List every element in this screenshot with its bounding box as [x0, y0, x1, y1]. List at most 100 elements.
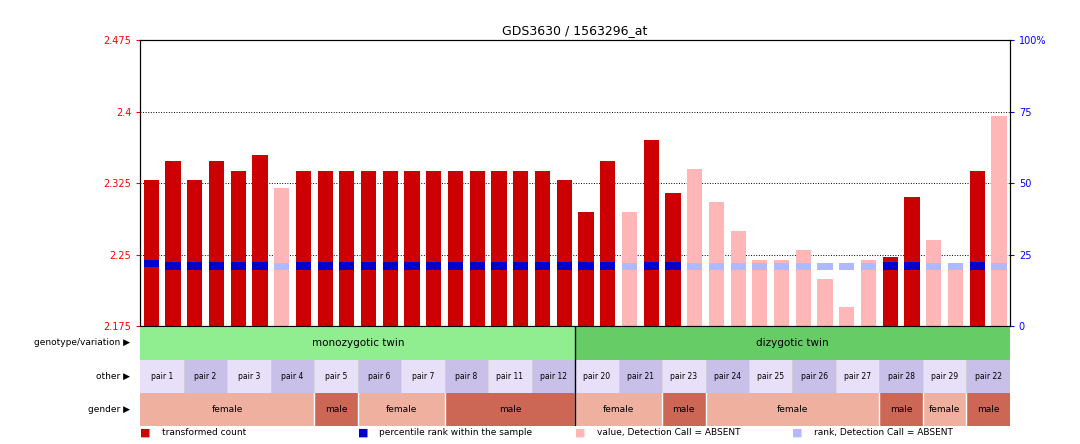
- Bar: [576, 326, 1010, 360]
- Text: rank, Detection Call = ABSENT: rank, Detection Call = ABSENT: [814, 428, 953, 437]
- Text: pair 8: pair 8: [456, 372, 477, 381]
- Bar: [470, 171, 485, 326]
- Bar: [531, 360, 576, 393]
- Bar: [836, 360, 879, 393]
- Bar: [187, 262, 202, 270]
- Bar: [382, 171, 397, 326]
- Text: pair 6: pair 6: [368, 372, 391, 381]
- Bar: [140, 326, 576, 360]
- Bar: [144, 180, 159, 326]
- Bar: [253, 262, 268, 270]
- Bar: [839, 307, 854, 326]
- Text: pair 26: pair 26: [800, 372, 827, 381]
- Bar: [339, 171, 354, 326]
- Bar: [361, 262, 376, 270]
- Text: transformed count: transformed count: [162, 428, 246, 437]
- Bar: [600, 262, 616, 270]
- Bar: [708, 202, 724, 326]
- Bar: [231, 262, 246, 270]
- Bar: [491, 262, 507, 270]
- Bar: [253, 155, 268, 326]
- Bar: [165, 161, 180, 326]
- Bar: [253, 263, 268, 270]
- Text: female: female: [603, 405, 634, 414]
- Text: percentile rank within the sample: percentile rank within the sample: [379, 428, 532, 437]
- Bar: [750, 360, 793, 393]
- Bar: [535, 171, 550, 326]
- Bar: [296, 262, 311, 270]
- Bar: [687, 169, 702, 326]
- Bar: [448, 262, 463, 270]
- Bar: [927, 263, 942, 270]
- Bar: [861, 259, 876, 326]
- Bar: [665, 193, 680, 326]
- Text: male: male: [673, 405, 696, 414]
- Bar: [184, 360, 228, 393]
- Bar: [144, 260, 159, 267]
- Bar: [140, 360, 184, 393]
- Text: ■: ■: [140, 427, 151, 437]
- Text: value, Detection Call = ABSENT: value, Detection Call = ABSENT: [597, 428, 740, 437]
- Text: male: male: [325, 405, 348, 414]
- Bar: [882, 257, 897, 326]
- Bar: [231, 171, 246, 326]
- Bar: [904, 198, 919, 326]
- Bar: [927, 240, 942, 326]
- Text: pair 28: pair 28: [888, 372, 915, 381]
- Title: GDS3630 / 1563296_at: GDS3630 / 1563296_at: [502, 24, 648, 37]
- Text: pair 4: pair 4: [282, 372, 303, 381]
- Bar: [228, 360, 271, 393]
- Bar: [879, 360, 923, 393]
- Bar: [730, 263, 745, 270]
- Bar: [861, 263, 876, 270]
- Bar: [904, 262, 919, 270]
- Text: pair 22: pair 22: [974, 372, 1001, 381]
- Bar: [644, 262, 659, 270]
- Bar: [357, 393, 445, 426]
- Text: ■: ■: [357, 427, 368, 437]
- Text: pair 20: pair 20: [583, 372, 610, 381]
- Bar: [405, 171, 420, 326]
- Bar: [796, 250, 811, 326]
- Bar: [622, 212, 637, 326]
- Bar: [687, 263, 702, 270]
- Text: pair 7: pair 7: [411, 372, 434, 381]
- Bar: [705, 360, 750, 393]
- Text: ■: ■: [793, 427, 802, 437]
- Bar: [579, 212, 594, 326]
- Bar: [513, 171, 528, 326]
- Bar: [144, 180, 159, 326]
- Bar: [923, 360, 967, 393]
- Text: pair 1: pair 1: [151, 372, 173, 381]
- Text: pair 24: pair 24: [714, 372, 741, 381]
- Bar: [796, 263, 811, 270]
- Text: male: male: [976, 405, 999, 414]
- Text: pair 27: pair 27: [845, 372, 872, 381]
- Bar: [991, 263, 1007, 270]
- Bar: [753, 259, 768, 326]
- Text: ■: ■: [576, 427, 585, 437]
- Bar: [144, 260, 159, 267]
- Text: female: female: [777, 405, 808, 414]
- Bar: [427, 262, 442, 270]
- Bar: [318, 262, 333, 270]
- Bar: [882, 262, 897, 270]
- Bar: [730, 231, 745, 326]
- Text: pair 5: pair 5: [325, 372, 347, 381]
- Bar: [491, 171, 507, 326]
- Bar: [753, 263, 768, 270]
- Bar: [705, 393, 879, 426]
- Bar: [967, 360, 1010, 393]
- Bar: [793, 360, 836, 393]
- Bar: [402, 360, 445, 393]
- Text: pair 2: pair 2: [194, 372, 217, 381]
- Text: pair 12: pair 12: [540, 372, 567, 381]
- Bar: [405, 262, 420, 270]
- Text: genotype/variation ▶: genotype/variation ▶: [33, 338, 130, 348]
- Bar: [208, 161, 224, 326]
- Bar: [357, 360, 402, 393]
- Bar: [576, 360, 619, 393]
- Bar: [165, 262, 180, 270]
- Bar: [535, 262, 550, 270]
- Bar: [967, 393, 1010, 426]
